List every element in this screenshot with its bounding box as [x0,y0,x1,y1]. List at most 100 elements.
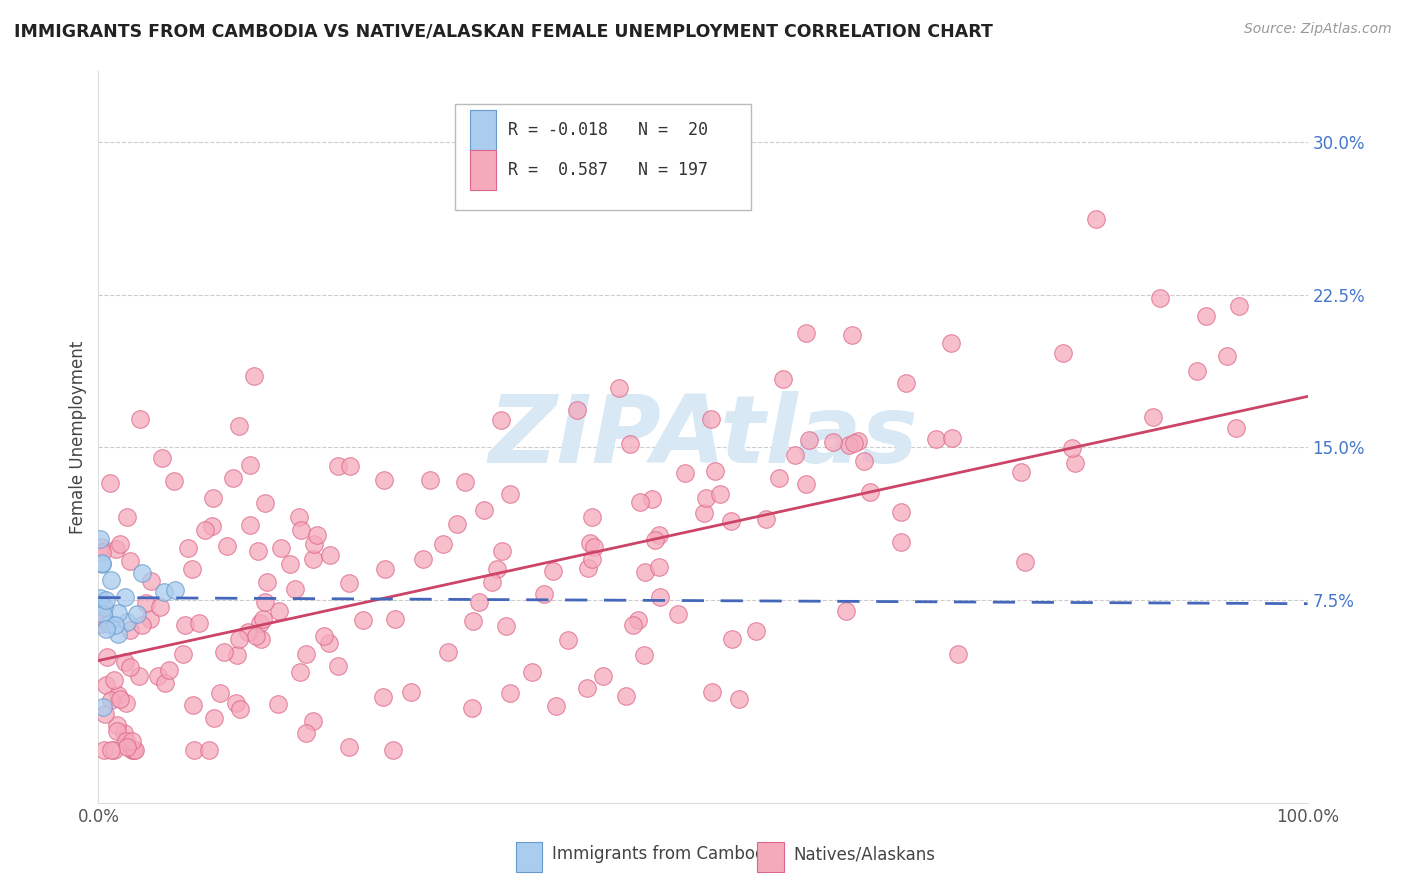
Point [128,669,150,683]
Bar [758,841,785,872]
Point [208,686,231,700]
Point [93,707,115,722]
Point [797,434,820,448]
Point [328,659,350,673]
Point [312,629,335,643]
Point [454,475,477,490]
Point [201,518,224,533]
Point [253,496,276,510]
Point [250,632,273,647]
Point [100,743,122,757]
Point [91,557,114,571]
Point [212,645,235,659]
Point [461,700,484,714]
Point [727,691,749,706]
Point [94,623,117,637]
Point [695,491,717,505]
Point [619,436,641,450]
Point [267,604,290,618]
Point [194,524,217,538]
Point [821,435,844,450]
Point [941,431,963,445]
Point [121,743,143,757]
Point [641,492,664,507]
Point [288,510,311,524]
Point [581,552,603,566]
Text: Natives/Alaskans: Natives/Alaskans [793,845,935,863]
Point [90,545,112,559]
Point [245,629,267,643]
Bar [516,841,543,872]
Point [104,618,127,632]
Point [627,613,650,627]
Point [794,326,817,340]
Point [461,614,484,628]
Point [853,453,876,467]
Point [1149,291,1171,305]
Point [693,506,716,520]
Point [105,724,128,739]
Point [772,372,794,386]
Point [859,485,882,500]
Point [633,648,655,662]
Point [1010,465,1032,479]
Point [581,509,603,524]
Point [301,552,323,566]
Point [228,418,250,433]
Point [575,681,598,695]
Point [222,471,245,485]
Point [181,698,204,712]
Point [131,618,153,632]
Point [437,645,460,659]
Point [700,411,723,425]
Point [229,702,252,716]
Point [673,466,696,480]
Point [768,471,790,485]
Point [96,593,118,607]
Point [139,574,162,588]
Point [841,327,863,342]
Point [720,514,742,528]
Point [188,616,211,631]
Point [270,541,292,556]
Point [107,688,129,702]
Point [337,740,360,755]
Point [107,627,129,641]
Point [374,562,396,576]
Point [284,582,307,596]
Point [278,557,301,571]
Point [118,659,141,673]
Point [544,699,567,714]
Point [115,696,138,710]
Point [499,686,522,700]
Point [91,556,114,570]
Text: Immigrants from Cambodia: Immigrants from Cambodia [551,845,780,863]
Point [614,689,637,703]
Point [104,542,127,557]
Point [94,678,117,692]
Point [491,413,513,427]
Point [709,486,731,500]
Point [157,663,180,677]
Point [339,458,361,473]
Point [103,673,125,688]
Point [481,574,503,589]
Point [924,433,946,447]
Point [114,733,136,747]
Point [337,576,360,591]
Point [647,527,669,541]
Point [149,600,172,615]
Point [124,743,146,757]
Point [373,690,395,705]
Point [247,544,270,558]
Point [744,624,766,638]
Point [243,368,266,383]
Point [842,436,865,450]
Point [609,381,631,395]
Point [541,564,564,578]
Point [1195,310,1218,324]
Point [567,403,589,417]
Point [381,743,404,757]
Point [1142,409,1164,424]
Point [239,518,262,533]
